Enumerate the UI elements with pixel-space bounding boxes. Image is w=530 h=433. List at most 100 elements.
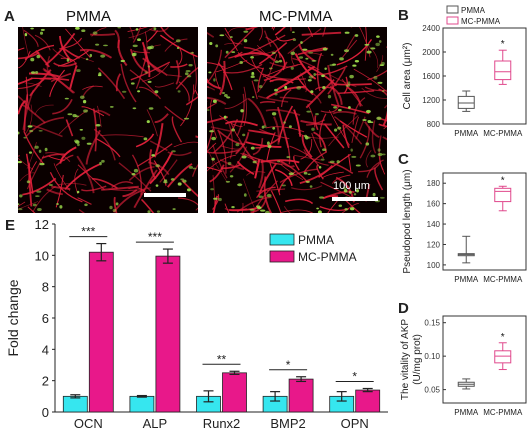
micrograph-mcpmma: 100 μm bbox=[207, 27, 387, 213]
actin-fiber bbox=[129, 48, 148, 73]
legend-swatch-pmma bbox=[269, 233, 295, 246]
nucleus bbox=[163, 180, 168, 184]
nucleus bbox=[348, 106, 351, 109]
nucleus bbox=[261, 125, 265, 129]
plot-frame bbox=[442, 27, 527, 125]
actin-fiber bbox=[41, 153, 65, 159]
nucleus bbox=[77, 143, 80, 147]
nucleus bbox=[213, 78, 216, 82]
actin-fiber bbox=[262, 63, 303, 78]
actin-fiber bbox=[243, 86, 247, 127]
actin-fiber bbox=[352, 97, 366, 125]
nucleus bbox=[170, 178, 175, 181]
nucleus bbox=[109, 205, 113, 210]
actin-fiber bbox=[91, 27, 107, 37]
nucleus bbox=[251, 72, 255, 77]
actin-fiber bbox=[215, 73, 222, 92]
actin-fiber bbox=[307, 27, 314, 38]
nucleus bbox=[81, 29, 86, 33]
actin-fiber bbox=[167, 151, 192, 156]
actin-fiber bbox=[327, 67, 346, 95]
actin-fiber bbox=[178, 45, 183, 65]
bar-mcpmma bbox=[288, 378, 314, 413]
micrograph-mcpmma-title: MC-PMMA bbox=[259, 8, 333, 25]
actin-fiber bbox=[224, 27, 255, 59]
actin-fiber bbox=[128, 166, 155, 181]
actin-fiber bbox=[214, 59, 248, 73]
scale-bar bbox=[144, 193, 186, 197]
actin-fiber bbox=[361, 87, 387, 99]
significance-marker: *** bbox=[81, 225, 95, 239]
actin-fiber bbox=[195, 135, 198, 139]
nucleus bbox=[229, 36, 233, 38]
nucleus bbox=[192, 167, 197, 170]
box-pmma bbox=[457, 235, 475, 264]
nucleus bbox=[98, 72, 102, 76]
actin-fiber bbox=[285, 198, 314, 205]
nucleus bbox=[85, 58, 89, 61]
actin-fiber bbox=[258, 42, 288, 65]
actin-fiber bbox=[315, 65, 348, 76]
actin-fiber bbox=[58, 109, 89, 135]
actin-fiber bbox=[164, 38, 188, 52]
nucleus bbox=[133, 52, 137, 57]
nucleus bbox=[115, 202, 119, 206]
actin-fiber bbox=[22, 27, 29, 56]
nucleus bbox=[210, 188, 214, 191]
nucleus bbox=[351, 155, 357, 158]
actin-fiber bbox=[112, 188, 145, 213]
actin-fiber bbox=[266, 85, 306, 99]
nucleus bbox=[379, 196, 385, 199]
nucleus bbox=[268, 67, 273, 70]
actin-fiber bbox=[46, 188, 63, 196]
x-tick-label: MC-PMMA bbox=[483, 129, 523, 138]
actin-fiber bbox=[20, 103, 46, 124]
nucleus bbox=[219, 34, 225, 37]
nucleus bbox=[23, 136, 27, 139]
actin-fiber bbox=[224, 207, 248, 212]
actin-fiber bbox=[251, 80, 258, 100]
nucleus bbox=[274, 60, 280, 63]
nucleus bbox=[376, 116, 382, 121]
bar-mcpmma bbox=[155, 255, 181, 413]
actin-fiber bbox=[262, 73, 306, 81]
nucleus bbox=[18, 208, 23, 211]
nucleus bbox=[310, 90, 314, 94]
box-iqr bbox=[494, 187, 512, 203]
nucleus bbox=[329, 160, 335, 164]
x-tick-label: BMP2 bbox=[270, 416, 305, 431]
nucleus bbox=[177, 182, 182, 186]
actin-fiber bbox=[24, 44, 55, 61]
nucleus bbox=[81, 136, 86, 140]
nucleus bbox=[322, 85, 326, 90]
plot-frame bbox=[442, 315, 527, 404]
actin-fiber bbox=[120, 63, 137, 103]
box-iqr bbox=[494, 350, 512, 364]
nucleus bbox=[311, 127, 315, 131]
nucleus bbox=[338, 204, 343, 207]
actin-fiber bbox=[307, 104, 316, 128]
nucleus bbox=[95, 43, 100, 46]
nucleus bbox=[183, 117, 190, 120]
actin-fiber bbox=[18, 155, 21, 157]
actin-fiber bbox=[271, 27, 274, 29]
actin-fiber bbox=[287, 28, 322, 55]
nucleus bbox=[318, 165, 322, 169]
actin-fiber bbox=[153, 123, 164, 158]
actin-fiber bbox=[135, 133, 155, 148]
actin-fiber bbox=[227, 27, 247, 34]
actin-fiber bbox=[59, 146, 77, 164]
actin-fiber bbox=[331, 103, 370, 115]
actin-fiber bbox=[22, 177, 57, 196]
y-tick-label: 0.05 bbox=[424, 386, 440, 395]
nucleus bbox=[227, 161, 232, 166]
y-tick-label: 0.15 bbox=[424, 319, 440, 328]
nucleus bbox=[354, 34, 359, 37]
nucleus bbox=[304, 134, 308, 138]
actin-fiber bbox=[269, 61, 299, 68]
nucleus bbox=[39, 162, 45, 166]
nucleus bbox=[171, 150, 176, 153]
nucleus bbox=[237, 183, 243, 187]
actin-fiber bbox=[159, 34, 198, 58]
nucleus bbox=[333, 106, 338, 109]
